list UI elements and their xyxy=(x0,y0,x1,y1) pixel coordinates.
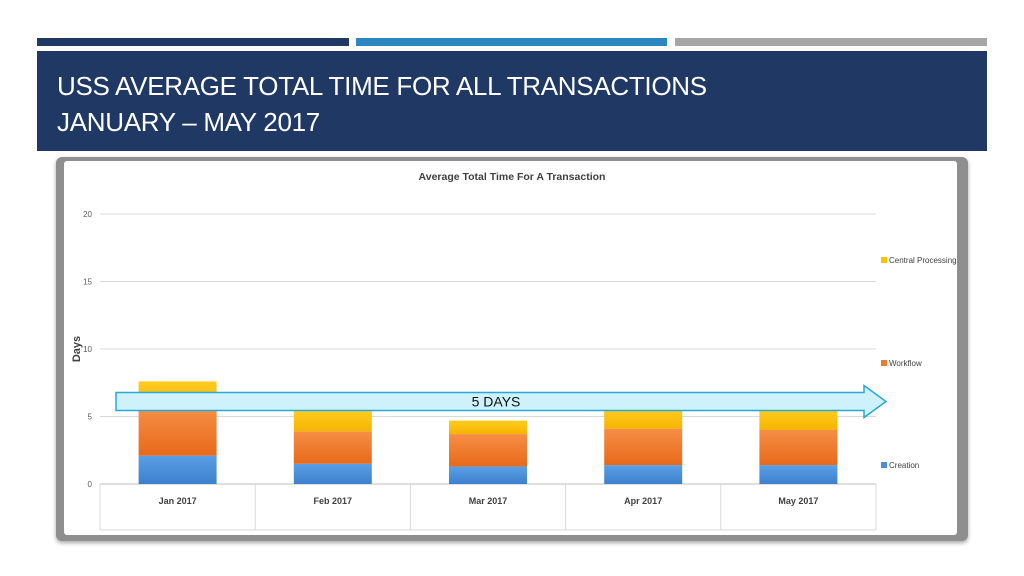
bar-central-processing-5 xyxy=(759,409,838,430)
bar-central-processing-4 xyxy=(604,408,683,429)
bar-creation-2 xyxy=(293,463,372,484)
accent-bar-gray xyxy=(675,38,987,46)
bar-workflow-1 xyxy=(138,408,217,456)
slide-title-line1: USS AVERAGE TOTAL TIME FOR ALL TRANSACTI… xyxy=(57,71,707,101)
x-tick-label: Feb 2017 xyxy=(314,496,353,506)
bar-central-processing-3 xyxy=(449,420,527,435)
y-tick-label: 20 xyxy=(83,210,92,219)
bar-creation-5 xyxy=(759,465,838,484)
bar-workflow-5 xyxy=(759,430,838,466)
y-axis-label: Days xyxy=(71,336,83,362)
y-tick-label: 15 xyxy=(83,278,92,287)
slide-title-line2: JANUARY – MAY 2017 xyxy=(57,107,320,137)
x-tick-label: Mar 2017 xyxy=(469,496,508,506)
x-tick-label: Jan 2017 xyxy=(159,496,197,506)
accent-bar-dark xyxy=(37,38,349,46)
x-tick-label: Apr 2017 xyxy=(624,496,662,506)
bar-creation-3 xyxy=(449,466,527,484)
y-tick-label: 5 xyxy=(88,413,93,422)
x-tick-label: May 2017 xyxy=(778,496,818,506)
legend-label: Central Processing xyxy=(889,256,957,265)
legend-label: Workflow xyxy=(889,359,922,368)
bar-workflow-2 xyxy=(293,431,372,464)
bar-creation-1 xyxy=(138,455,217,484)
bar-workflow-4 xyxy=(604,428,683,466)
bar-central-processing-2 xyxy=(293,411,372,432)
legend-swatch-creation xyxy=(881,462,887,468)
legend-label: Creation xyxy=(889,461,919,470)
accent-bar-blue xyxy=(356,38,667,46)
bar-creation-4 xyxy=(604,465,683,484)
bar-workflow-3 xyxy=(449,434,527,467)
chart-title: Average Total Time For A Transaction xyxy=(419,171,606,183)
y-tick-label: 10 xyxy=(83,345,92,354)
title-banner: USS AVERAGE TOTAL TIME FOR ALL TRANSACTI… xyxy=(37,51,987,151)
legend-swatch-workflow xyxy=(881,360,887,366)
y-tick-label: 0 xyxy=(88,480,93,489)
legend-swatch-central-processing xyxy=(881,257,887,263)
five-days-arrow xyxy=(115,384,888,419)
five-days-label: 5 DAYS xyxy=(472,394,521,410)
